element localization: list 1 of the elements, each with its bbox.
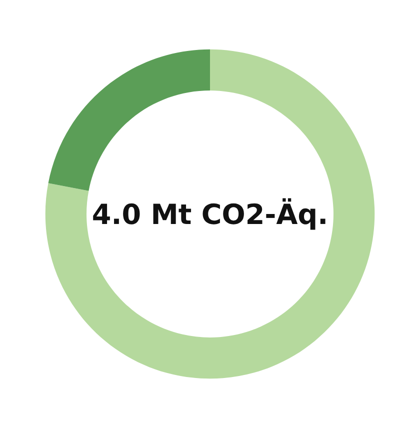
- text: 4.0 Mt CO2-Äq.: [93, 198, 326, 230]
